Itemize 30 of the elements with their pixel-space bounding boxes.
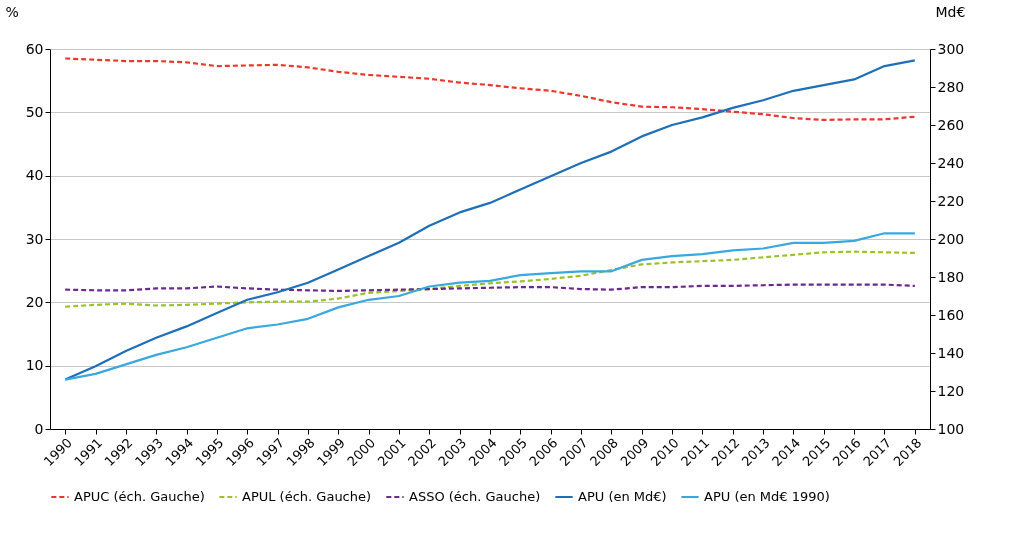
line-series xyxy=(64,59,916,381)
y2-tick-label: 260 xyxy=(937,116,965,133)
y2-tick-label: 180 xyxy=(937,268,965,285)
y2-tick-label: 300 xyxy=(937,40,965,57)
y2-tick-label: 160 xyxy=(937,306,965,323)
y-tick-label: 20 xyxy=(25,293,44,310)
line-series xyxy=(64,57,916,122)
y-tick-label: 10 xyxy=(25,357,44,374)
y-tick-label: 0 xyxy=(34,420,44,437)
legend-label: ASSO (éch. Gauche) xyxy=(409,489,541,504)
y2-tick-label: 100 xyxy=(937,420,965,437)
y2-tick-label: 240 xyxy=(937,154,965,171)
y2-tick-label: 200 xyxy=(937,230,965,247)
line-series xyxy=(64,250,916,308)
y-tick-label: 50 xyxy=(25,103,44,120)
legend-label: APU (en Md€) xyxy=(578,489,667,504)
y2-tick-label: 280 xyxy=(937,78,965,95)
y2-tick-label: 120 xyxy=(937,382,965,399)
y2-tick-label: 220 xyxy=(937,192,965,209)
y-tick-label: 60 xyxy=(25,40,44,57)
legend-label: APU (en Md€ 1990) xyxy=(704,489,830,504)
y-tick-label: 30 xyxy=(25,230,44,247)
y-tick-label: 40 xyxy=(25,167,44,184)
y2-tick-label: 140 xyxy=(937,344,965,361)
y2-axis-title: Md€ xyxy=(935,3,966,20)
legend-label: APUL (éch. Gauche) xyxy=(242,489,372,504)
y-axis-title: % xyxy=(5,3,19,20)
legend-label: APUC (éch. Gauche) xyxy=(74,489,205,504)
line-series xyxy=(64,283,916,293)
line-series xyxy=(64,232,916,381)
